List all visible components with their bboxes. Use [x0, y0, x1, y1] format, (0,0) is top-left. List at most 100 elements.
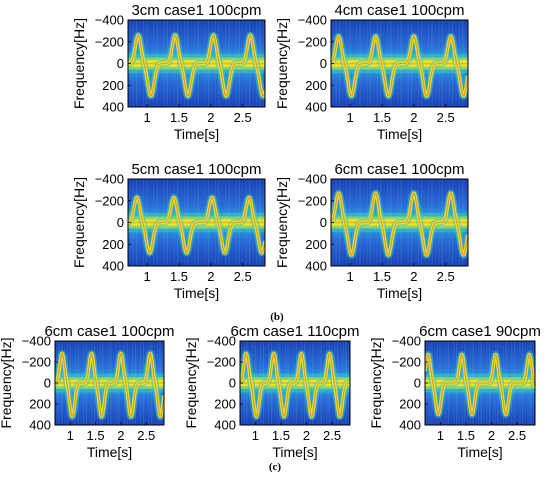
x-tick-label: 1 [437, 428, 444, 443]
y-tick-label: 0 [229, 376, 236, 391]
x-tick-label: 2 [207, 110, 214, 125]
x-tick-label: 1 [346, 110, 353, 125]
x-tick-label: 2 [410, 110, 417, 125]
x-tick-label: 2 [303, 428, 310, 443]
x-tick-label: 2.5 [437, 110, 455, 125]
x-tick-label: 1.5 [170, 269, 188, 284]
caption-c: (c) [269, 461, 282, 473]
y-tick-label: 200 [305, 78, 327, 93]
spectrogram-panel-7: −400 −200 0 200 400 1 1.5 2 2.5 6cm case1 90cpm Ti… [368, 323, 541, 460]
spectrogram-image [128, 179, 265, 266]
spectrogram-image [240, 341, 350, 425]
x-tick-label: 1 [143, 110, 150, 125]
x-tick-label: 2 [207, 269, 214, 284]
x-tick-label: 1 [143, 269, 150, 284]
x-tick-label: 2.5 [234, 269, 252, 284]
x-tick-label: 1.5 [373, 110, 391, 125]
x-tick-label: 1.5 [272, 428, 290, 443]
x-axis-label: Time[s] [377, 126, 422, 142]
y-axis-label: Frequency[Hz] [183, 337, 199, 428]
spectrogram-panel-2: −400 −200 0 200 400 1 1.5 2 2.5 4cm case1 100cpm T… [274, 2, 469, 142]
y-tick-label: 400 [102, 100, 124, 115]
y-tick-label: 400 [305, 100, 327, 115]
x-tick-label: 2 [410, 269, 417, 284]
spectrogram-panel-3: −400 −200 0 200 400 1 1.5 2 2.5 5cm case1 100cpm T… [71, 161, 266, 301]
x-tick-label: 1 [252, 428, 259, 443]
y-tick-label: 400 [102, 259, 124, 274]
spectrogram-panel-6: −400 −200 0 200 400 1 1.5 2 2.5 6cm case1 110cpm T… [183, 323, 359, 460]
panel-title: 6cm case1 90cpm [419, 323, 541, 340]
x-tick-label: 1 [346, 269, 353, 284]
y-tick-label: 200 [214, 397, 236, 412]
spectrogram-image [128, 20, 265, 107]
y-tick-label: 0 [117, 56, 124, 71]
x-axis-label: Time[s] [457, 444, 502, 460]
y-axis-label: Frequency[Hz] [0, 337, 14, 428]
y-tick-label: 200 [102, 78, 124, 93]
y-tick-label: 200 [102, 237, 124, 252]
y-tick-label: 200 [305, 237, 327, 252]
x-axis-label: Time[s] [174, 126, 219, 142]
y-tick-label: 200 [29, 397, 51, 412]
y-tick-label: −200 [95, 34, 124, 49]
x-tick-label: 1.5 [457, 428, 475, 443]
spectrogram-image [55, 341, 164, 425]
y-tick-label: 0 [320, 56, 327, 71]
panel-title: 5cm case1 100cpm [131, 161, 261, 178]
x-tick-label: 1.5 [170, 110, 188, 125]
y-tick-label: 0 [44, 376, 51, 391]
y-tick-label: −200 [298, 34, 327, 49]
spectrogram-panel-1: −400 −200 0 200 400 1 1.5 2 2.5 3cm case1 100cpm T… [71, 2, 266, 142]
y-axis-label: Frequency[Hz] [368, 337, 384, 428]
y-tick-label: 0 [414, 376, 421, 391]
spectrogram-image [425, 341, 535, 425]
x-tick-label: 2.5 [234, 110, 252, 125]
y-tick-label: 0 [117, 215, 124, 230]
y-tick-label: −200 [298, 193, 327, 208]
y-tick-label: 200 [399, 397, 421, 412]
x-tick-label: 2 [488, 428, 495, 443]
y-tick-label: −200 [207, 355, 236, 370]
panel-title: 6cm case1 100cpm [334, 161, 464, 178]
x-tick-label: 2.5 [508, 428, 526, 443]
x-tick-label: 2.5 [137, 428, 155, 443]
x-tick-label: 2.5 [323, 428, 341, 443]
y-tick-label: −400 [95, 13, 124, 28]
y-axis-label: Frequency[Hz] [71, 177, 87, 268]
x-tick-label: 2.5 [437, 269, 455, 284]
y-tick-label: 400 [214, 418, 236, 433]
x-tick-label: 1 [67, 428, 74, 443]
y-tick-label: −200 [95, 193, 124, 208]
spectrogram-panel-4: −400 −200 0 200 400 1 1.5 2 2.5 6cm case1 100cpm T… [274, 161, 469, 301]
x-axis-label: Time[s] [174, 285, 219, 301]
spectrogram-image [331, 20, 468, 107]
y-tick-label: −200 [392, 355, 421, 370]
caption-b: (b) [270, 311, 284, 323]
x-axis-label: Time[s] [377, 285, 422, 301]
y-tick-label: −400 [298, 13, 327, 28]
y-tick-label: −400 [207, 334, 236, 349]
x-axis-label: Time[s] [87, 444, 132, 460]
y-tick-label: −400 [298, 172, 327, 187]
y-tick-label: 400 [29, 418, 51, 433]
y-tick-label: 400 [305, 259, 327, 274]
y-axis-label: Frequency[Hz] [274, 18, 290, 109]
y-axis-label: Frequency[Hz] [71, 18, 87, 109]
y-tick-label: 0 [320, 215, 327, 230]
spectrogram-panel-5: −400 −200 0 200 400 1 1.5 2 2.5 6cm case1 100cpm T… [0, 323, 175, 460]
y-tick-label: −400 [22, 334, 51, 349]
y-axis-label: Frequency[Hz] [274, 177, 290, 268]
panel-title: 3cm case1 100cpm [131, 2, 261, 19]
panel-title: 6cm case1 110cpm [231, 323, 360, 340]
panel-title: 6cm case1 100cpm [44, 323, 174, 340]
x-tick-label: 1.5 [373, 269, 391, 284]
x-tick-label: 1.5 [87, 428, 105, 443]
x-axis-label: Time[s] [272, 444, 317, 460]
y-tick-label: −400 [95, 172, 124, 187]
x-tick-label: 2 [117, 428, 124, 443]
y-tick-label: −400 [392, 334, 421, 349]
y-tick-label: −200 [22, 355, 51, 370]
panel-title: 4cm case1 100cpm [334, 2, 464, 19]
spectrogram-image [331, 179, 468, 266]
